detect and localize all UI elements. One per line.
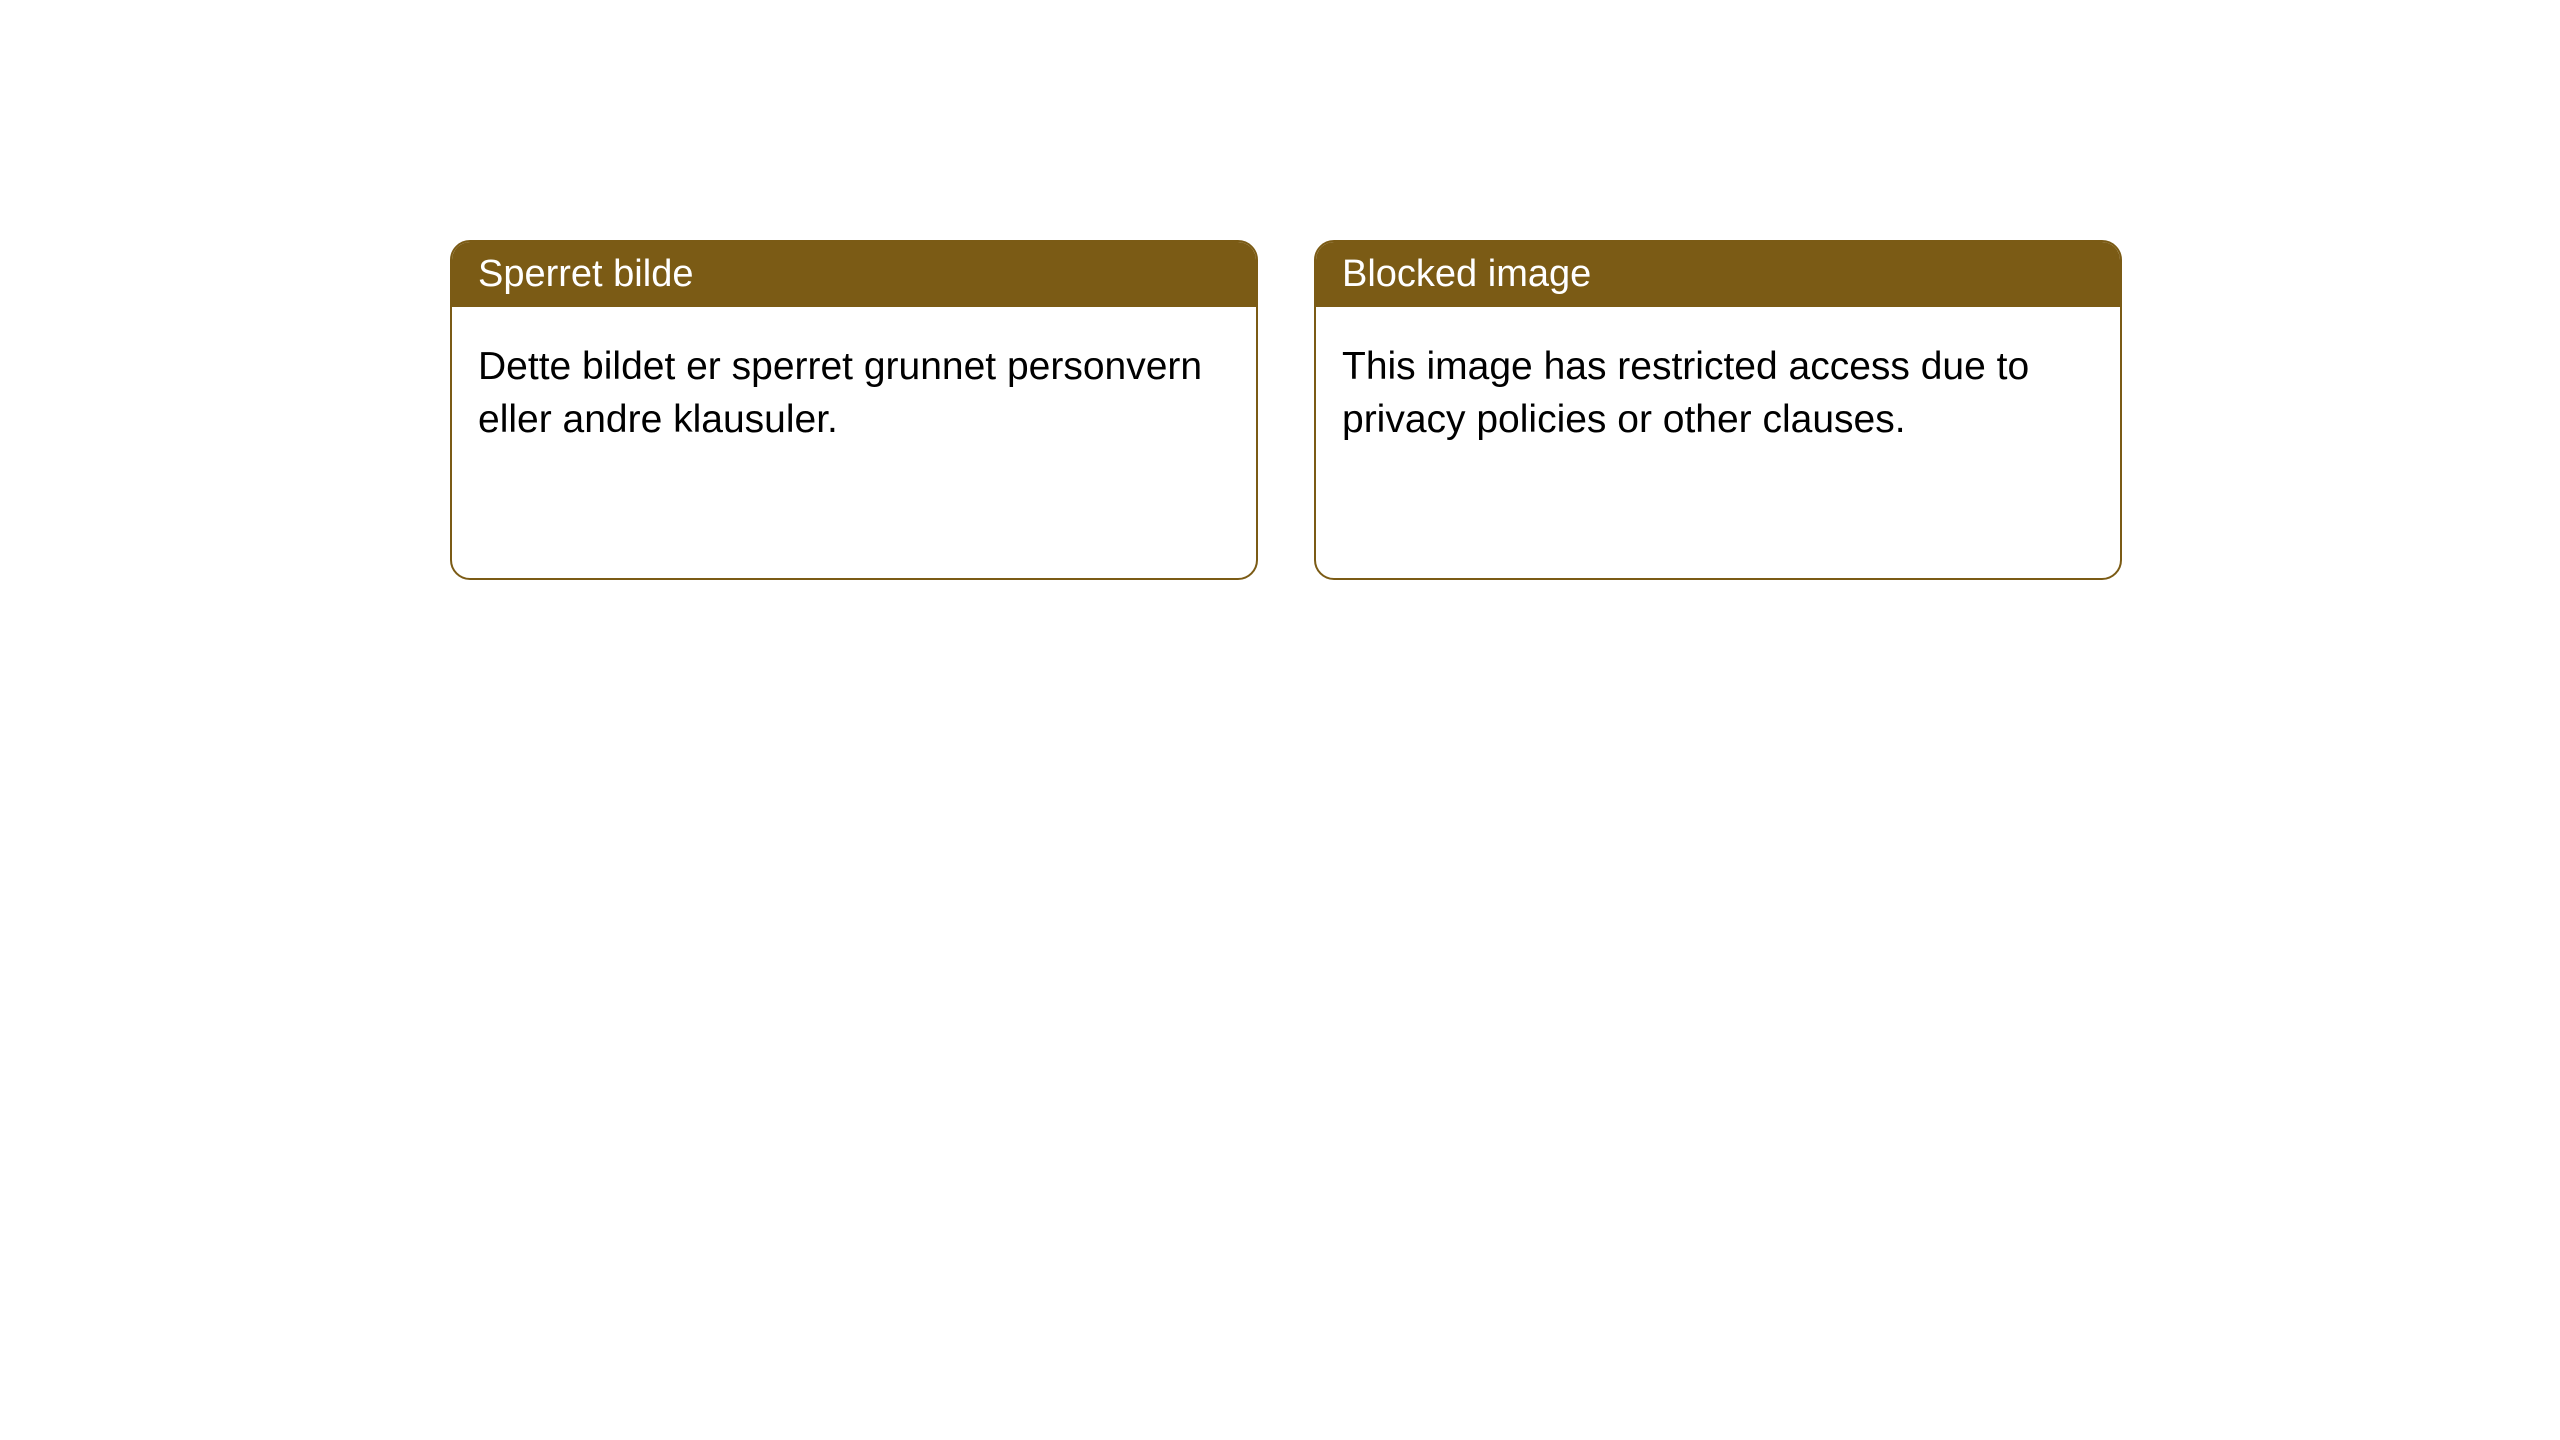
panel-title: Blocked image: [1316, 242, 2120, 307]
panel-title: Sperret bilde: [452, 242, 1256, 307]
panel-norwegian: Sperret bilde Dette bildet er sperret gr…: [450, 240, 1258, 580]
panel-body-text: This image has restricted access due to …: [1316, 307, 2120, 480]
panel-english: Blocked image This image has restricted …: [1314, 240, 2122, 580]
panel-container: Sperret bilde Dette bildet er sperret gr…: [0, 0, 2560, 580]
panel-body-text: Dette bildet er sperret grunnet personve…: [452, 307, 1256, 480]
